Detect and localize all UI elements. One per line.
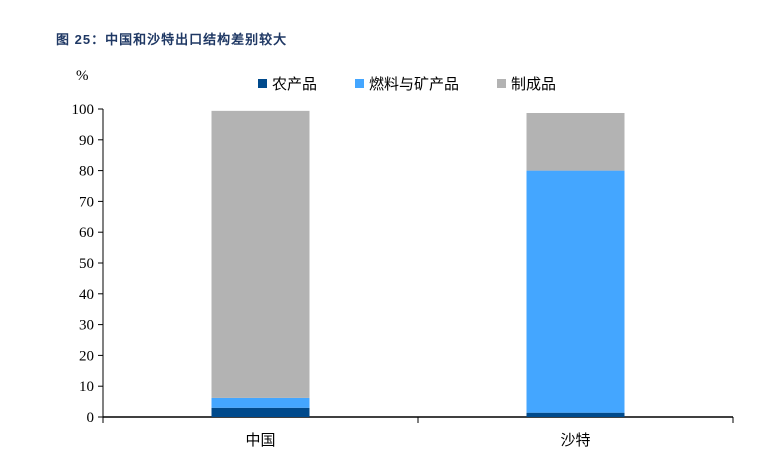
y-tick-label: 80 <box>79 164 94 180</box>
y-tick-label: 30 <box>79 318 94 334</box>
chart-title: 图 25：中国和沙特出口结构差别较大 <box>56 32 288 47</box>
bar-segment <box>211 397 310 408</box>
y-axis-label: % <box>76 68 89 84</box>
legend-swatch <box>497 79 506 88</box>
bar-segment <box>526 113 625 171</box>
bar-segment <box>526 170 625 413</box>
y-tick-label: 10 <box>79 379 94 395</box>
y-tick-label: 100 <box>72 102 95 118</box>
y-tick-label: 40 <box>79 287 94 303</box>
legend-label: 燃料与矿产品 <box>369 75 459 93</box>
y-tick-label: 0 <box>87 410 95 426</box>
legend-swatch <box>258 79 267 88</box>
y-tick-label: 50 <box>79 256 94 272</box>
y-tick-label: 60 <box>79 225 94 241</box>
legend-swatch <box>355 79 364 88</box>
x-tick-label: 沙特 <box>560 432 590 449</box>
bar-segment <box>211 110 310 398</box>
x-tick-label: 中国 <box>245 432 275 449</box>
y-tick-label: 90 <box>79 133 94 149</box>
y-tick-label: 70 <box>79 194 94 210</box>
legend-label: 农产品 <box>272 76 317 93</box>
bar-segment <box>526 412 625 417</box>
legend-label: 制成品 <box>511 76 556 93</box>
bar-segment <box>211 407 310 417</box>
y-tick-label: 20 <box>79 348 94 364</box>
